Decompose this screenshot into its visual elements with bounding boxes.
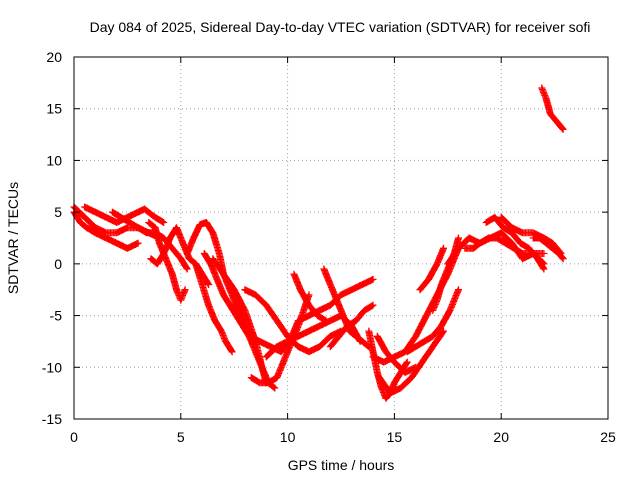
marker-trace xyxy=(247,291,313,387)
axis-layer: 0 5 10 15 20 25 -15 -10 -5 0 5 10 15 20 xyxy=(42,49,616,445)
y-tick-label: -15 xyxy=(42,411,62,427)
y-tick-label: 10 xyxy=(46,152,62,168)
marker-trace xyxy=(403,286,462,356)
marker-trace xyxy=(209,255,279,392)
grid-layer xyxy=(74,57,608,419)
x-tick-label: 25 xyxy=(600,429,616,445)
y-tick-label: 0 xyxy=(54,256,62,272)
x-tick-label: 5 xyxy=(177,429,185,445)
series-arc-5 xyxy=(145,219,189,304)
series-arc-8 xyxy=(192,260,236,356)
x-tick-label: 20 xyxy=(493,429,509,445)
series-arc-30 xyxy=(538,84,567,133)
marker-trace xyxy=(482,213,548,273)
marker-trace xyxy=(192,260,236,356)
x-tick-label: 0 xyxy=(70,429,78,445)
y-tick-label: 20 xyxy=(46,49,62,65)
marker-trace xyxy=(326,301,377,351)
x-tick-label: 10 xyxy=(280,429,296,445)
plot-frame xyxy=(73,56,609,420)
marker-trace xyxy=(538,84,567,133)
series-arc-13 xyxy=(247,291,313,387)
x-axis-label: GPS time / hours xyxy=(288,457,395,473)
y-tick-label: 5 xyxy=(54,204,62,220)
series-arc-21 xyxy=(373,332,420,376)
y-tick-label: -5 xyxy=(50,308,63,324)
marker-trace xyxy=(416,244,447,294)
series-arc-27 xyxy=(482,213,548,273)
marker-trace xyxy=(529,234,567,263)
series-arc-17 xyxy=(326,301,377,351)
series-arc-22 xyxy=(403,286,462,356)
series-arc-15 xyxy=(290,270,330,325)
marker-trace xyxy=(375,327,447,397)
chart-title: Day 084 of 2025, Sidereal Day-to-day VTE… xyxy=(90,19,591,35)
y-tick-label: -10 xyxy=(42,359,62,375)
series-arc-10 xyxy=(209,255,279,392)
y-tick-label: 15 xyxy=(46,101,62,117)
marker-trace xyxy=(373,332,420,376)
data-layer xyxy=(70,84,567,402)
y-axis-label: SDTVAR / TECUs xyxy=(5,182,21,294)
marker-trace xyxy=(145,219,189,304)
x-tick-label: 15 xyxy=(387,429,403,445)
series-arc-23 xyxy=(416,244,447,294)
marker-trace xyxy=(241,286,345,356)
series-arc-29 xyxy=(529,234,567,263)
series-arc-20 xyxy=(375,327,447,397)
series-arc-11 xyxy=(241,286,345,356)
marker-trace xyxy=(290,270,330,325)
